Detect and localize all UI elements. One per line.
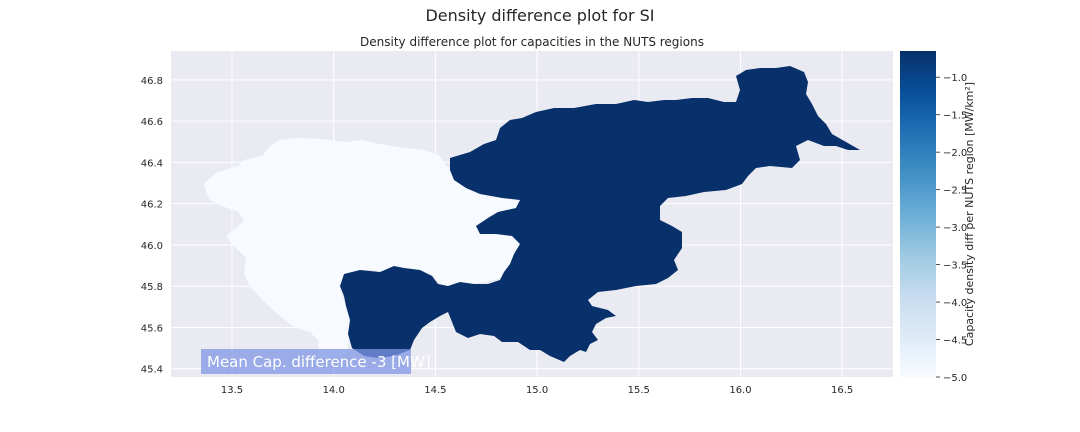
colorbar: −1.0 −1.5 −2.0 −2.5 −3.0 −3.5 −4.0 −4.5 −5.0 Cap…: [900, 51, 976, 384]
region-east: [340, 66, 860, 362]
colorbar-tick-label: −3.0: [943, 223, 967, 234]
y-tick-label: 46.2: [141, 200, 163, 211]
x-tick-label: 15.0: [526, 385, 548, 396]
y-tick-label: 46.0: [141, 241, 163, 252]
colorbar-ticks: −1.0 −1.5 −2.0 −2.5 −3.0 −3.5 −4.0 −4.5 −5.0: [936, 73, 967, 384]
region-west: [204, 138, 522, 358]
y-tick-label: 45.4: [141, 365, 163, 376]
colorbar-tick-label: −4.5: [943, 336, 967, 347]
colorbar-label: Capacity density diff per NUTS region [M…: [963, 82, 976, 346]
figure-suptitle: Density difference plot for SI: [425, 6, 655, 25]
mean-difference-annotation: Mean Cap. difference -3 [MW]: [201, 349, 431, 374]
annotation-text: Mean Cap. difference -3 [MW]: [207, 353, 431, 371]
colorbar-tick-label: −2.5: [943, 186, 967, 197]
y-tick-label: 46.6: [141, 117, 163, 128]
colorbar-tick-label: −5.0: [943, 373, 967, 384]
x-tick-label: 16.5: [831, 385, 853, 396]
colorbar-tick-label: −4.0: [943, 298, 967, 309]
x-tick-label: 16.0: [729, 385, 751, 396]
x-axis-ticks: 13.5 14.0 14.5 15.0 15.5 16.0 16.5: [221, 385, 853, 396]
colorbar-tick-label: −1.0: [943, 73, 967, 84]
x-tick-label: 15.5: [628, 385, 650, 396]
colorbar-gradient: [900, 51, 936, 377]
y-tick-label: 45.6: [141, 323, 163, 334]
y-axis-ticks: 46.8 46.6 46.4 46.2 46.0 45.8 45.6 45.4: [141, 76, 163, 376]
colorbar-tick-label: −1.5: [943, 111, 967, 122]
axes-title: Density difference plot for capacities i…: [360, 35, 704, 49]
x-tick-label: 14.5: [424, 385, 446, 396]
colorbar-tick-label: −2.0: [943, 148, 967, 159]
y-tick-label: 45.8: [141, 282, 163, 293]
y-tick-label: 46.4: [141, 158, 163, 169]
colorbar-tick-label: −3.5: [943, 261, 967, 272]
x-tick-label: 13.5: [221, 385, 243, 396]
y-tick-label: 46.8: [141, 76, 163, 87]
x-tick-label: 14.0: [323, 385, 345, 396]
